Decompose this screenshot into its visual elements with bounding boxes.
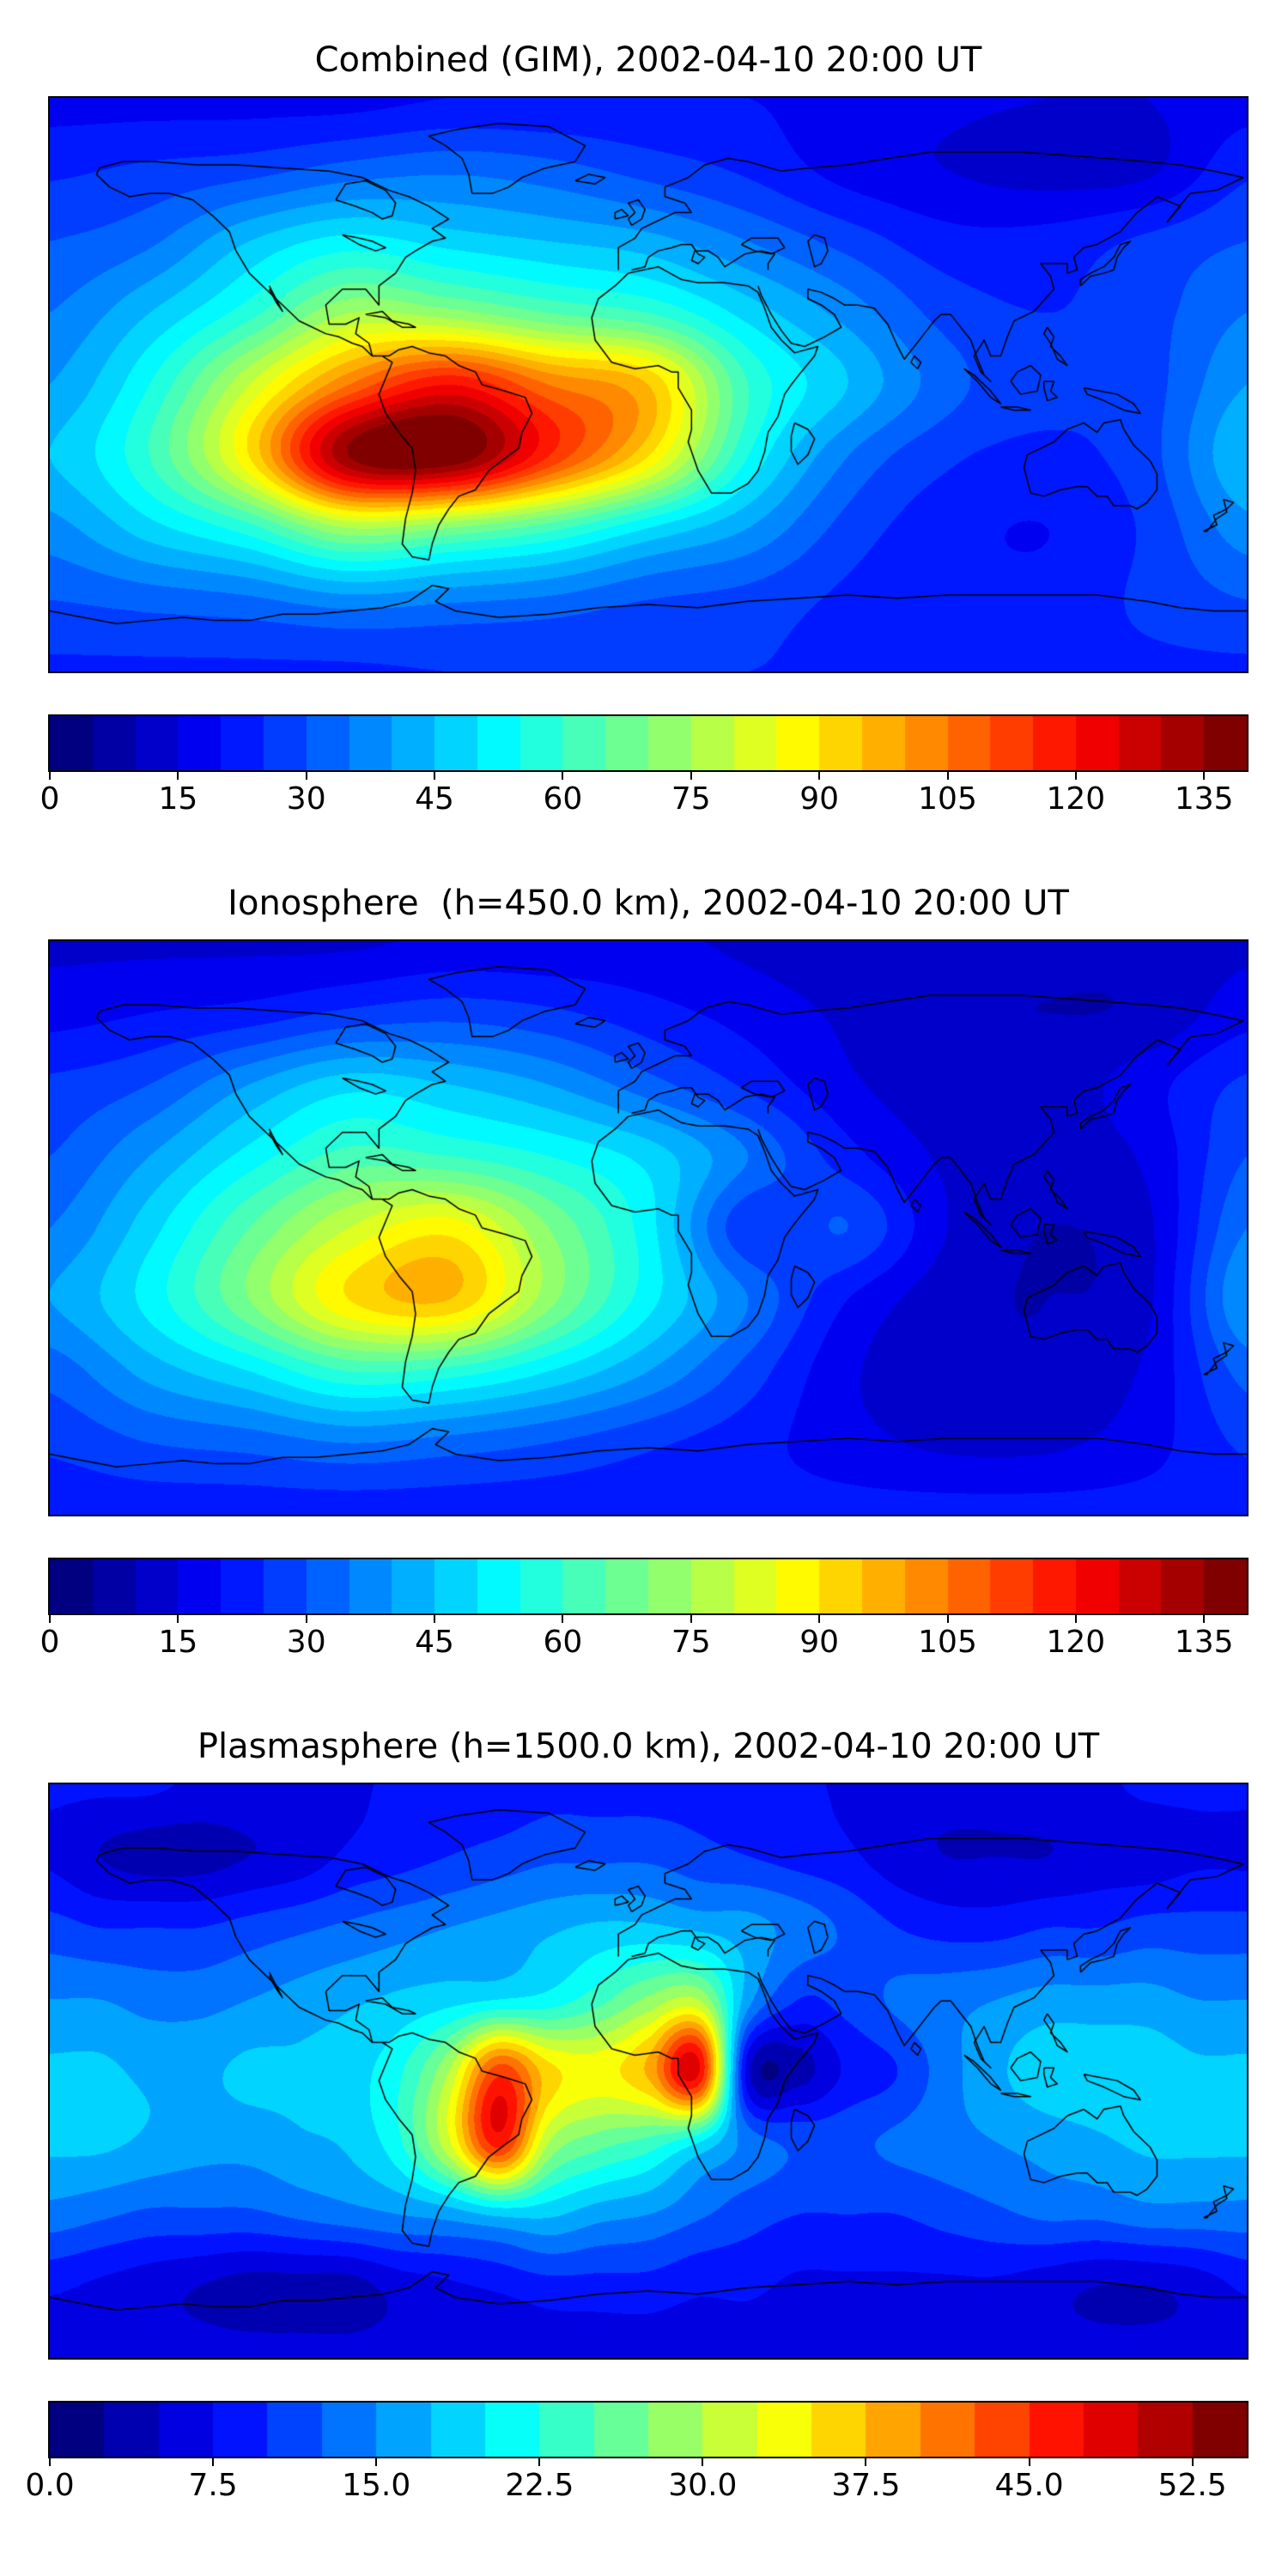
colorbar-tick-mark: [946, 1615, 949, 1623]
chart-title-combined: Combined (GIM), 2002-04-10 20:00 UT: [314, 40, 982, 80]
world-heatmap-plasmasphere: [48, 1783, 1249, 2360]
colorbar-tick-label: 90: [799, 1625, 840, 1660]
colorbar-tick-label: 15: [158, 781, 198, 817]
colorbar-plasmasphere: [48, 2401, 1249, 2458]
colorbar-tick-mark: [562, 1615, 564, 1623]
colorbar-tick-mark: [305, 772, 307, 780]
colorbar-tick-label: 52.5: [1157, 2468, 1227, 2503]
colorbar-tick-label: 90: [799, 781, 840, 817]
colorbar-tick-mark: [212, 2458, 215, 2466]
colorbar-tick-label: 45: [415, 1625, 454, 1660]
colorbar-tick-mark: [690, 1615, 692, 1623]
colorbar-tick-mark: [946, 772, 949, 780]
colorbar-tick-mark: [49, 2458, 51, 2466]
colorbar-ticks-plasmasphere: 0.0 7.5 15.0 22.5 30.0 37.5 45.0 52.5: [25, 2458, 1247, 2508]
colorbar-tick-label: 60: [543, 781, 583, 817]
colorbar-tick-mark: [1074, 772, 1077, 780]
colorbar-tick-label: 45.0: [994, 2468, 1064, 2503]
colorbar-tick-mark: [818, 772, 821, 780]
colorbar-tick-mark: [702, 2458, 704, 2466]
colorbar-tick-label: 15.0: [342, 2468, 411, 2503]
colorbar-tick-mark: [1074, 1615, 1077, 1623]
colorbar-tick-label: 135: [1174, 1625, 1234, 1660]
colorbar-tick-mark: [690, 772, 692, 780]
panel-combined-gim: Combined (GIM), 2002-04-10 20:00 UT 0 15 3…: [40, 0, 1249, 822]
colorbar-tick-label: 105: [918, 781, 977, 817]
colorbar-tick-label: 15: [158, 1625, 198, 1660]
colorbar-tick-label: 75: [671, 1625, 711, 1660]
colorbar-ticks-combined: 0 15 30 45 60 75 90 105 120 135: [40, 772, 1247, 822]
colorbar-tick-label: 30: [286, 781, 326, 817]
colorbar-tick-mark: [177, 1615, 179, 1623]
colorbar-block: 0 15 30 45 60 75 90 105 120 135: [40, 1558, 1249, 1665]
colorbar-tick-label: 60: [543, 1625, 583, 1660]
colorbar-tick-mark: [177, 772, 179, 780]
colorbar-tick-mark: [49, 1615, 51, 1623]
world-heatmap-combined: [48, 96, 1249, 673]
colorbar-ionosphere: [48, 1558, 1249, 1615]
colorbar-tick-mark: [434, 772, 436, 780]
colorbar-tick-label: 30.0: [668, 2468, 738, 2503]
world-heatmap-ionosphere: [48, 939, 1249, 1516]
colorbar-tick-label: 0.0: [25, 2468, 75, 2503]
colorbar-tick-mark: [1191, 2458, 1194, 2466]
colorbar-tick-label: 30: [286, 1625, 326, 1660]
colorbar-tick-label: 75: [671, 781, 711, 817]
colorbar-tick-label: 22.5: [505, 2468, 574, 2503]
colorbar-tick-mark: [865, 2458, 867, 2466]
colorbar-tick-label: 120: [1046, 781, 1106, 817]
colorbar-tick-label: 7.5: [188, 2468, 238, 2503]
colorbar-tick-mark: [1203, 1615, 1206, 1623]
panel-ionosphere: Ionosphere (h=450.0 km), 2002-04-10 20:0…: [40, 822, 1249, 1665]
colorbar-combined: [48, 714, 1249, 772]
colorbar-block: 0 15 30 45 60 75 90 105 120 135: [40, 714, 1249, 822]
panel-plasmasphere: Plasmasphere (h=1500.0 km), 2002-04-10 2…: [25, 1665, 1249, 2508]
colorbar-ticks-ionosphere: 0 15 30 45 60 75 90 105 120 135: [40, 1615, 1247, 1665]
colorbar-tick-mark: [434, 1615, 436, 1623]
colorbar-tick-mark: [375, 2458, 378, 2466]
colorbar-block: 0.0 7.5 15.0 22.5 30.0 37.5 45.0 52.5: [25, 2401, 1249, 2508]
colorbar-tick-label: 105: [918, 1625, 977, 1660]
colorbar-tick-mark: [305, 1615, 307, 1623]
colorbar-tick-mark: [1203, 772, 1206, 780]
colorbar-tick-label: 135: [1174, 781, 1234, 817]
colorbar-tick-mark: [1028, 2458, 1030, 2466]
colorbar-tick-mark: [818, 1615, 821, 1623]
colorbar-tick-label: 37.5: [831, 2468, 901, 2503]
chart-title-ionosphere: Ionosphere (h=450.0 km), 2002-04-10 20:0…: [228, 884, 1069, 923]
colorbar-tick-mark: [538, 2458, 541, 2466]
colorbar-tick-label: 45: [415, 781, 454, 817]
colorbar-tick-mark: [562, 772, 564, 780]
chart-title-plasmasphere: Plasmasphere (h=1500.0 km), 2002-04-10 2…: [197, 1727, 1100, 1766]
colorbar-tick-label: 0: [39, 1625, 60, 1660]
colorbar-tick-label: 120: [1046, 1625, 1106, 1660]
colorbar-tick-label: 0: [39, 781, 60, 817]
colorbar-tick-mark: [49, 772, 51, 780]
